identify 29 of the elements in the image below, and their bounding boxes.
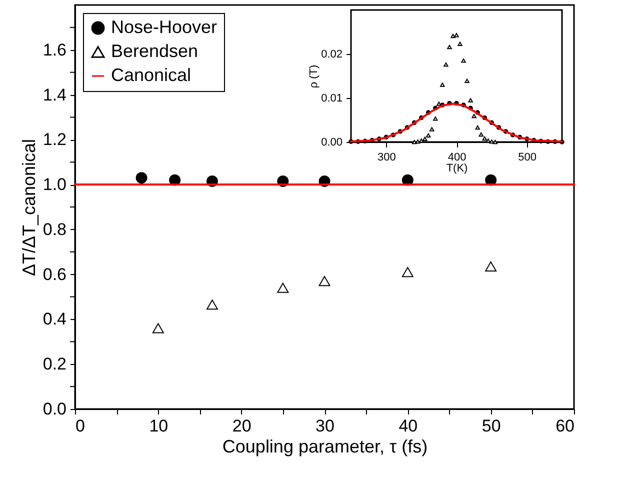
y-tick-label: 0.02 (321, 48, 342, 60)
x-axis-title: Coupling parameter, τ (fs) (222, 436, 428, 456)
legend-label: Canonical (111, 65, 192, 85)
x-tick-label: 50 (482, 416, 501, 436)
x-tick-label: 300 (377, 152, 396, 164)
x-tick-label: 500 (518, 152, 537, 164)
legend-label: Berendsen (111, 41, 198, 61)
legend-label: Nose-Hoover (111, 17, 218, 37)
y-axis-title: ρ (T) (308, 64, 320, 88)
y-tick-label: 0.01 (321, 92, 342, 104)
x-tick-label: 40 (398, 416, 418, 436)
y-tick-label: 1.0 (42, 175, 66, 194)
y-tick-label: 1.4 (42, 85, 66, 104)
y-tick-label: 0.2 (42, 354, 66, 374)
x-tick-label: 400 (448, 152, 466, 164)
x-tick-label: 60 (556, 416, 574, 436)
x-tick-label: 20 (232, 416, 252, 436)
y-axis-title: ΔT/ΔT_canonical (18, 138, 39, 276)
y-tick-label: 0.6 (42, 264, 66, 284)
y-tick-label: 0.00 (321, 136, 342, 148)
x-tick-label: 30 (316, 416, 334, 436)
y-tick-label: 0.4 (42, 310, 66, 329)
y-tick-label: 0.0 (42, 400, 66, 418)
y-tick-label: 0.8 (42, 220, 66, 239)
y-tick-label: 1.6 (42, 40, 66, 60)
y-tick-label: 1.2 (42, 130, 66, 150)
x-axis-title: T(K) (446, 162, 468, 174)
x-tick-label: 0 (76, 416, 85, 436)
x-tick-label: 10 (149, 416, 168, 436)
